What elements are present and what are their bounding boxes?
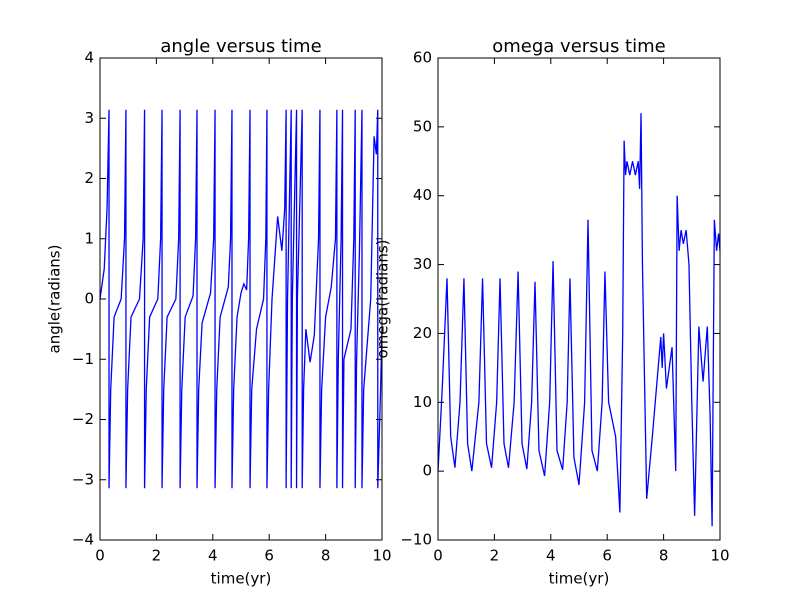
y-tick-label: 40 [413,186,432,204]
y-axis-label: angle(radians) [46,245,64,354]
y-tick-label: 20 [413,324,432,342]
x-tick-label: 6 [602,547,612,565]
y-axis-label: omega(radians) [374,240,392,359]
plot-frame [437,57,721,541]
y-tick-label: 0 [422,462,432,480]
x-tick-label: 0 [433,547,443,565]
x-axis-label: time(yr) [549,570,610,588]
y-tick-label: −2 [72,410,94,428]
chart-title: angle versus time [160,36,321,57]
x-tick-label: 2 [152,547,162,565]
y-tick-label: 10 [413,393,432,411]
x-tick-label: 10 [710,547,729,565]
y-tick-label: −10 [400,531,432,549]
x-tick-label: 10 [372,547,391,565]
x-tick-label: 0 [95,547,105,565]
y-tick-label: −1 [72,350,94,368]
x-tick-label: 4 [208,547,218,565]
x-axis-label: time(yr) [211,570,272,588]
data-line [437,113,721,527]
y-tick-label: 2 [84,169,94,187]
y-tick-label: 0 [84,290,94,308]
y-tick-label: 3 [84,109,94,127]
x-tick-label: 8 [659,547,669,565]
x-tick-label: 4 [546,547,556,565]
y-tick-label: 1 [84,229,94,247]
y-tick-label: −4 [72,531,94,549]
y-tick-label: 60 [413,49,432,67]
plot-frame [99,57,383,541]
x-tick-label: 6 [264,547,274,565]
x-tick-label: 2 [490,547,500,565]
chart-title: omega versus time [492,36,665,57]
y-tick-label: 4 [84,49,94,67]
data-line [99,109,383,489]
y-tick-label: 30 [413,255,432,273]
y-tick-label: −3 [72,470,94,488]
y-tick-label: 50 [413,117,432,135]
x-tick-label: 8 [321,547,331,565]
